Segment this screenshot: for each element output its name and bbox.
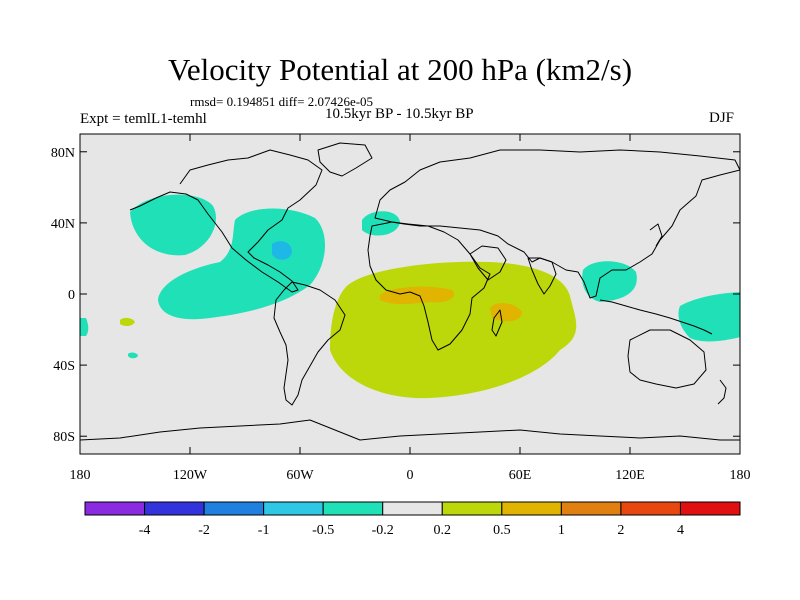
coast-new-zealand bbox=[717, 379, 727, 405]
lat-tick-label: 80S bbox=[53, 430, 75, 445]
coast-madagascar bbox=[491, 309, 503, 337]
colorbar-swatch bbox=[441, 501, 503, 516]
colorbar-swatch bbox=[501, 501, 562, 516]
colorbar-label: -2 bbox=[198, 523, 210, 538]
contour-negative-south-china-sea bbox=[582, 261, 637, 302]
colorbar-swatch bbox=[620, 501, 681, 516]
colorbar-swatch bbox=[144, 501, 205, 516]
lon-tick-label: 60W bbox=[286, 468, 314, 483]
contour-negative-north-pacific bbox=[130, 194, 216, 256]
colorbar-swatch bbox=[322, 501, 384, 516]
coast-europe-asia bbox=[374, 149, 740, 299]
colorbar-label: 4 bbox=[677, 523, 684, 538]
contour-positive-madagascar bbox=[490, 303, 522, 322]
colorbar-label: -0.5 bbox=[312, 523, 334, 538]
colorbar: -4 -2 -1 -0.5 -0.2 0.2 0.5 1 2 4 bbox=[84, 501, 741, 538]
colorbar-swatch bbox=[382, 501, 443, 516]
lon-tick-label: 0 bbox=[407, 468, 414, 483]
colorbar-label: 0.5 bbox=[493, 523, 511, 538]
contour-negative-gulf-of-mexico bbox=[272, 241, 292, 260]
coast-africa bbox=[367, 221, 491, 351]
coast-south-america bbox=[273, 281, 346, 406]
contour-positive-small-central-pacific bbox=[120, 317, 135, 327]
lon-tick-label: 60E bbox=[509, 468, 532, 483]
contour-negative-west-pacific bbox=[678, 292, 740, 342]
lat-tick-label: 40S bbox=[53, 359, 75, 374]
colorbar-swatch bbox=[203, 501, 265, 516]
coast-indonesia bbox=[599, 299, 713, 335]
lat-tick-label: 40N bbox=[51, 217, 75, 232]
coast-india bbox=[527, 257, 557, 295]
coastlines bbox=[80, 142, 740, 441]
contour-fills bbox=[80, 194, 740, 399]
coast-greenland bbox=[317, 142, 373, 177]
coast-north-america bbox=[129, 149, 323, 293]
lat-tick-label: 80N bbox=[51, 146, 75, 161]
colorbar-swatch bbox=[84, 501, 146, 516]
map-axes: 80N 40N 0 40S 80S 180 120W 60W 0 60E 120E 180 bbox=[51, 134, 751, 483]
contour-negative-dateline-patch bbox=[80, 318, 89, 336]
colorbar-label: 0.2 bbox=[434, 523, 452, 538]
colorbar-label: 1 bbox=[558, 523, 565, 538]
colorbar-label: -4 bbox=[139, 523, 151, 538]
lon-tick-label: 180 bbox=[70, 468, 91, 483]
colorbar-swatch bbox=[263, 501, 324, 516]
coast-antarctica bbox=[80, 419, 740, 441]
stats-text: rmsd= 0.194851 diff= 2.07426e-05 bbox=[190, 94, 374, 109]
colorbar-label: -0.2 bbox=[372, 523, 394, 538]
contour-negative-small-south-pacific bbox=[128, 352, 138, 359]
period-label: 10.5kyr BP - 10.5kyr BP bbox=[325, 106, 474, 122]
season-label: DJF bbox=[709, 110, 735, 126]
colorbar-label: 2 bbox=[617, 523, 624, 538]
colorbar-label: -1 bbox=[258, 523, 270, 538]
colorbar-swatch bbox=[679, 501, 741, 516]
lon-tick-label: 180 bbox=[730, 468, 751, 483]
experiment-label: Expt = temlL1-temhl bbox=[80, 111, 207, 127]
lat-tick-label: 0 bbox=[68, 288, 75, 303]
chart-title: Velocity Potential at 200 hPa (km2/s) bbox=[167, 52, 633, 87]
coast-arabia bbox=[469, 245, 507, 281]
coast-australia bbox=[627, 329, 707, 389]
lon-tick-label: 120E bbox=[615, 468, 645, 483]
colorbar-swatch bbox=[560, 501, 622, 516]
lon-tick-label: 120W bbox=[173, 468, 208, 483]
coast-japan bbox=[649, 223, 663, 247]
